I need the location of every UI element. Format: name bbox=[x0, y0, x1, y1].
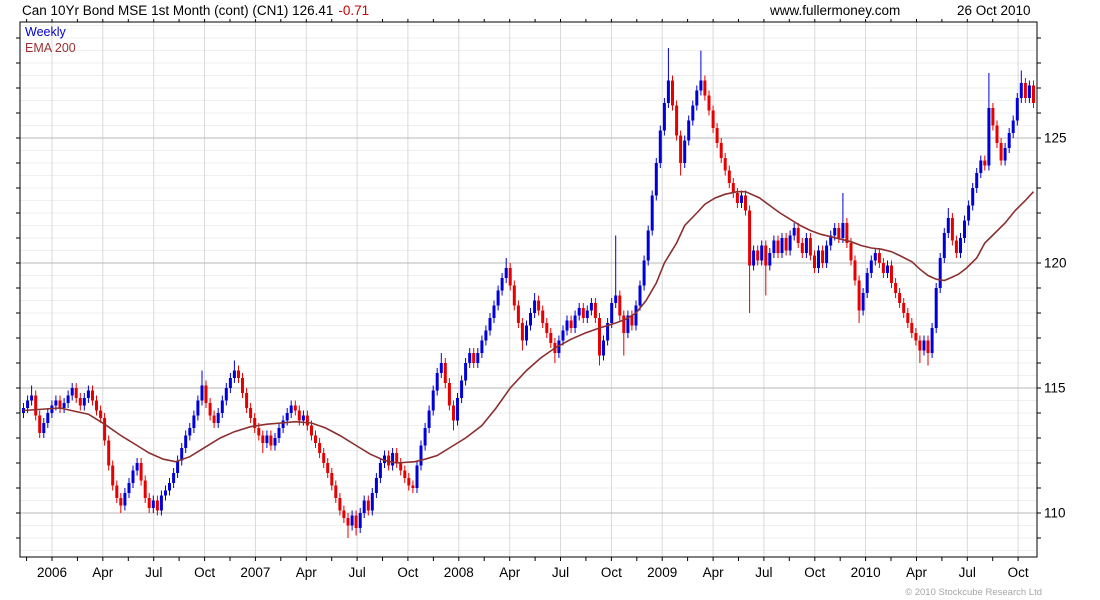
chart-title: Can 10Yr Bond MSE 1st Month (cont) (CN1)… bbox=[22, 3, 369, 18]
chart-date: 26 Oct 2010 bbox=[957, 3, 1031, 18]
svg-text:2007: 2007 bbox=[240, 565, 270, 580]
svg-text:Apr: Apr bbox=[703, 565, 725, 580]
svg-text:120: 120 bbox=[1044, 256, 1067, 271]
svg-text:Jul: Jul bbox=[959, 565, 976, 580]
svg-text:Oct: Oct bbox=[601, 565, 622, 580]
instrument-name-price: Can 10Yr Bond MSE 1st Month (cont) (CN1)… bbox=[22, 3, 334, 18]
price-change: -0.71 bbox=[338, 3, 370, 18]
svg-text:Oct: Oct bbox=[1008, 565, 1029, 580]
svg-text:2009: 2009 bbox=[647, 565, 677, 580]
copyright-notice: © 2010 Stockcube Research Ltd bbox=[905, 587, 1042, 598]
legend-ema-200: EMA 200 bbox=[25, 41, 76, 55]
svg-text:Apr: Apr bbox=[92, 565, 114, 580]
svg-text:Oct: Oct bbox=[397, 565, 418, 580]
svg-text:Apr: Apr bbox=[499, 565, 521, 580]
svg-text:Jul: Jul bbox=[348, 565, 365, 580]
svg-text:2010: 2010 bbox=[851, 565, 881, 580]
legend-weekly: Weekly bbox=[25, 25, 66, 39]
svg-text:Jul: Jul bbox=[755, 565, 772, 580]
svg-text:Jul: Jul bbox=[145, 565, 162, 580]
svg-text:Oct: Oct bbox=[194, 565, 215, 580]
svg-text:Oct: Oct bbox=[804, 565, 825, 580]
svg-text:125: 125 bbox=[1044, 131, 1067, 146]
website-link[interactable]: www.fullermoney.com bbox=[770, 3, 901, 18]
svg-text:2008: 2008 bbox=[444, 565, 474, 580]
svg-text:2006: 2006 bbox=[37, 565, 67, 580]
svg-text:110: 110 bbox=[1044, 506, 1066, 521]
svg-text:115: 115 bbox=[1044, 381, 1066, 396]
svg-text:Apr: Apr bbox=[296, 565, 318, 580]
svg-text:Jul: Jul bbox=[552, 565, 569, 580]
svg-text:Apr: Apr bbox=[906, 565, 928, 580]
